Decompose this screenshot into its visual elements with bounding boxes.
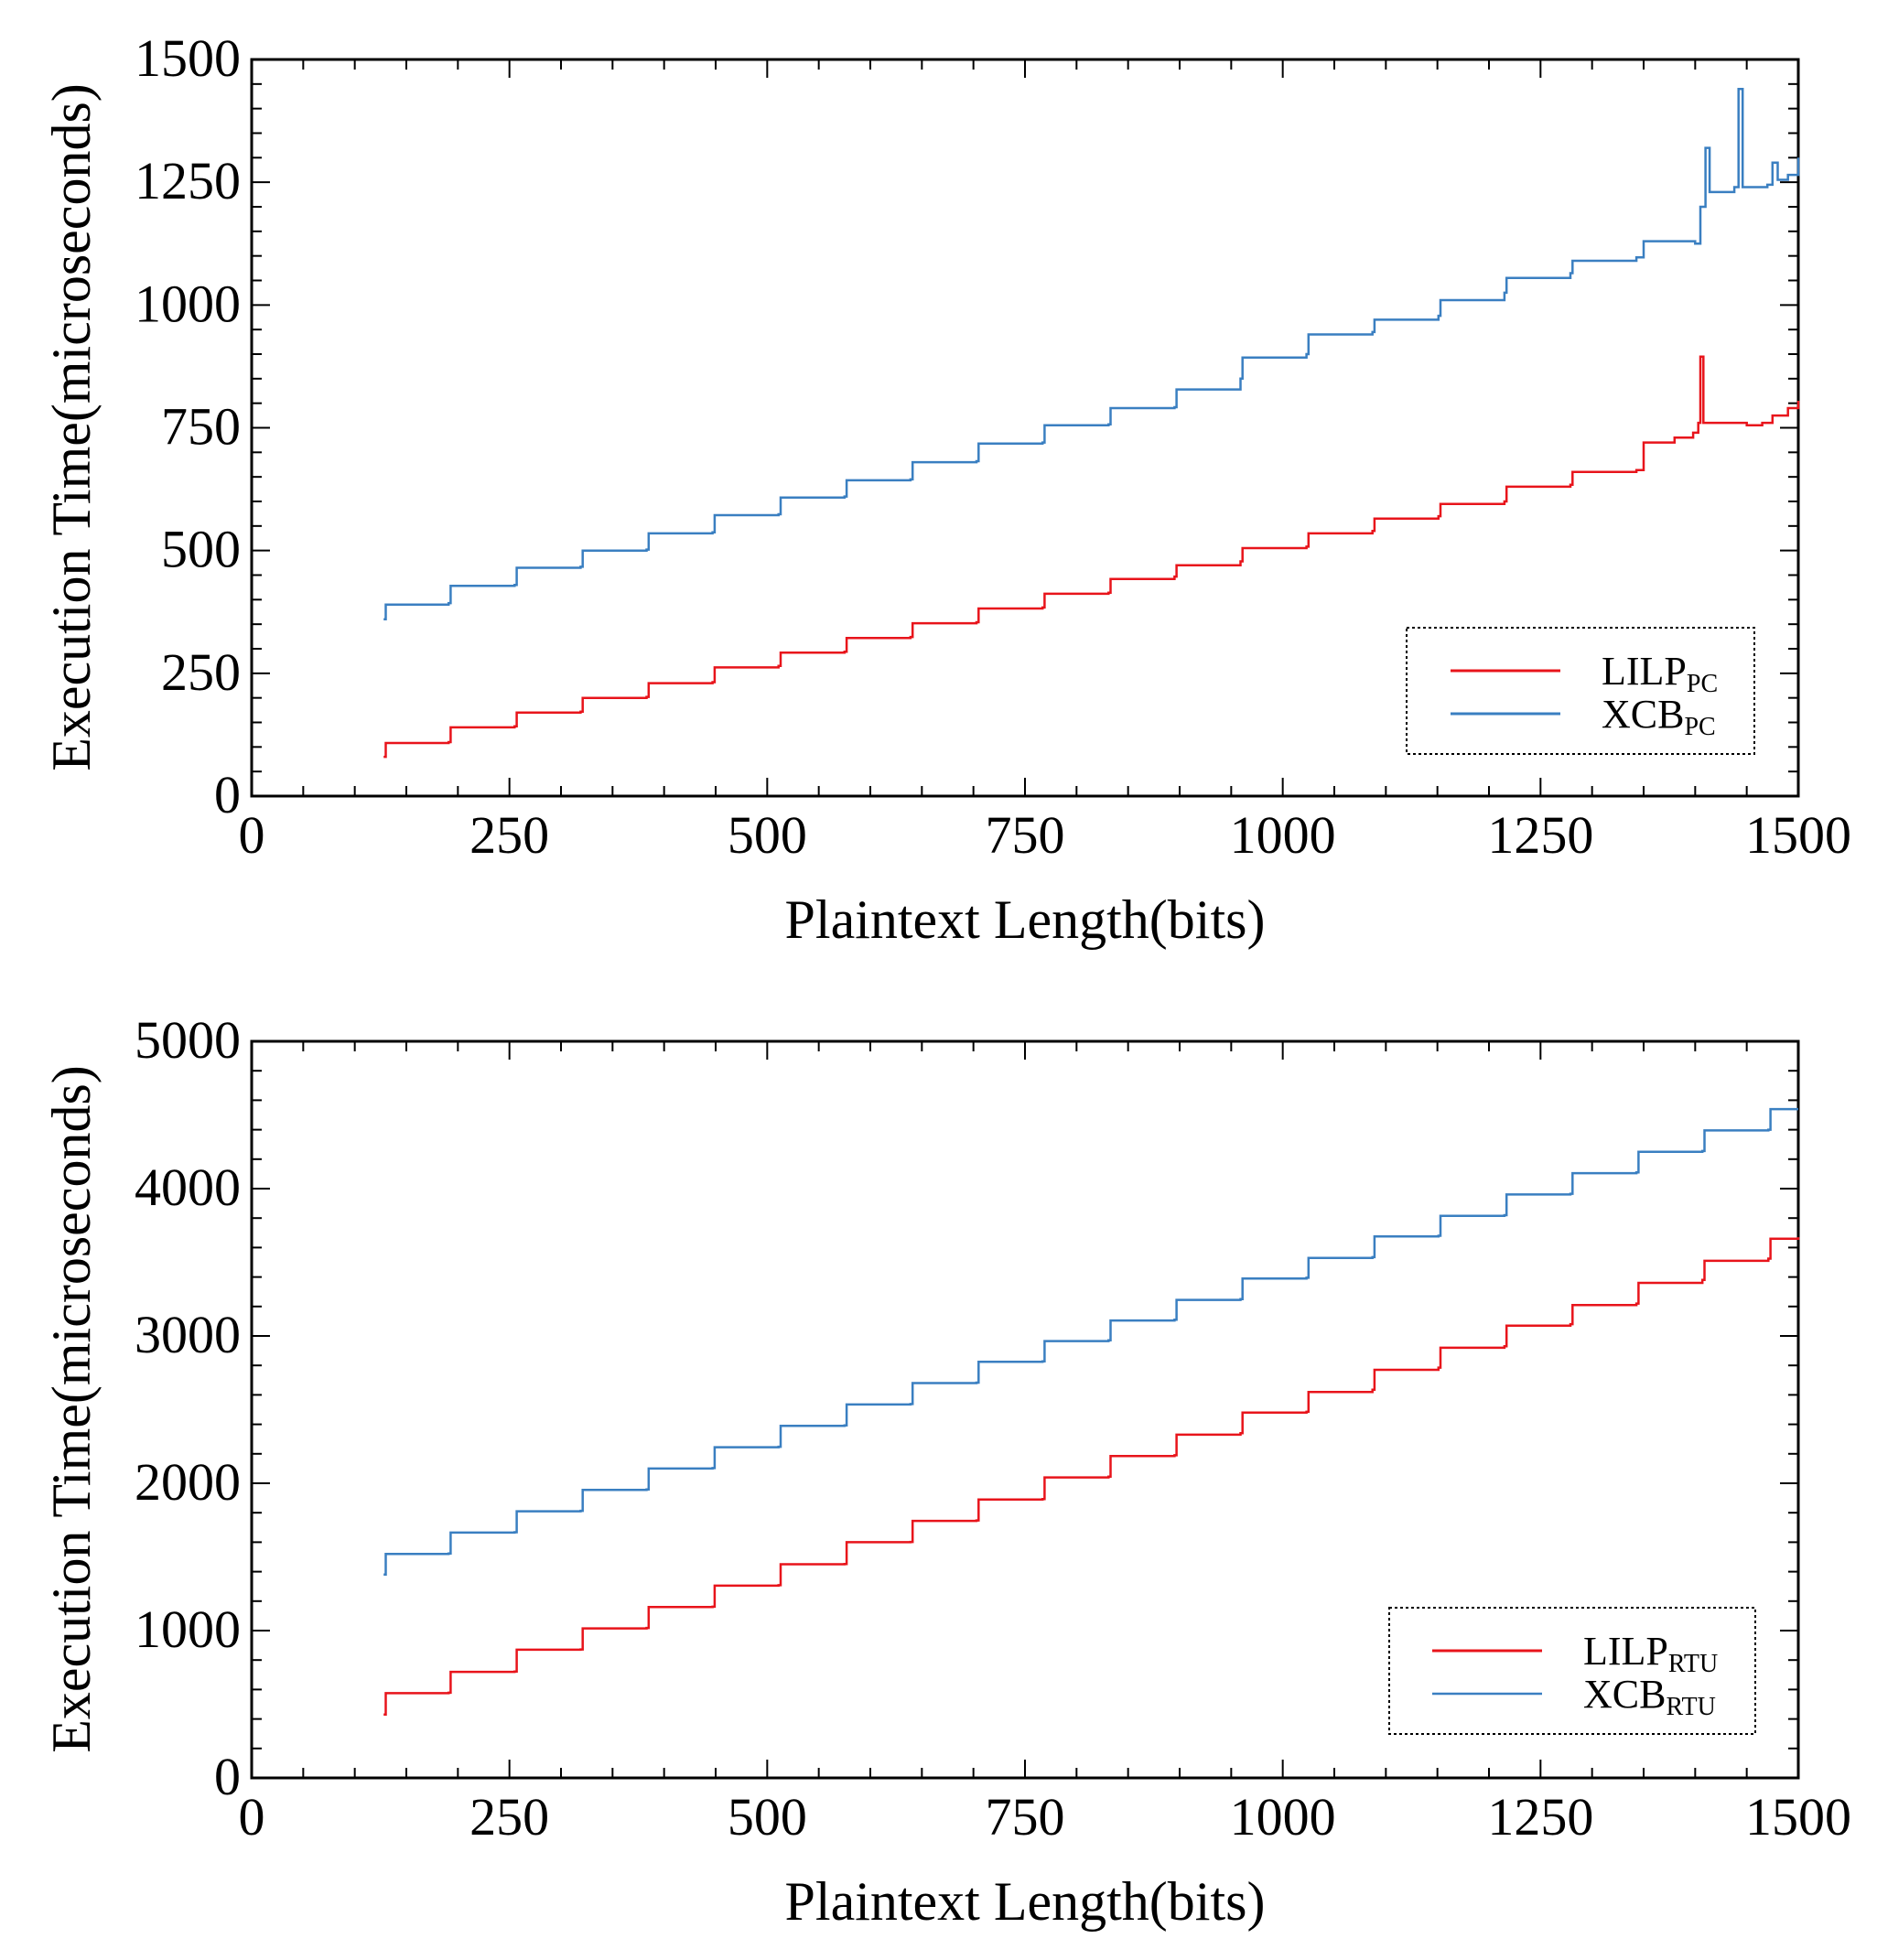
series-line-lilp-pc: [383, 355, 1800, 759]
y-tick-labels: 0 250 500 750 1000 1250 1500: [135, 28, 241, 824]
y-tick-labels: 0 1000 2000 3000 4000 5000: [135, 1010, 241, 1806]
y-tick-label: 2000: [135, 1452, 241, 1512]
x-axis-title: Plaintext Length(bits): [785, 1871, 1266, 1932]
legend-label-lilp-rtu: LILPRTU: [1583, 1629, 1718, 1678]
y-axis-title: Execution Time(microseconds): [41, 83, 102, 771]
y-tick-label: 750: [161, 397, 241, 457]
tick-marks: [251, 1040, 1799, 1779]
x-tick-label: 500: [728, 805, 807, 865]
x-tick-label: 0: [239, 1787, 265, 1847]
chart-top: 0 250 500 750 1000 1250 1500 0 250 500 750 1000 125…: [41, 28, 1851, 950]
y-tick-label: 4000: [135, 1158, 241, 1217]
series-lines: [383, 87, 1800, 759]
legend-label-lilp-pc: LILPPC: [1602, 649, 1718, 698]
x-tick-label: 0: [239, 805, 265, 865]
x-tick-label: 1500: [1745, 805, 1851, 865]
x-tick-label: 1000: [1230, 1787, 1336, 1847]
legend: LILPRTU XCBRTU: [1388, 1607, 1756, 1735]
series-lines: [383, 1107, 1800, 1717]
legend-label-xcb-pc: XCBPC: [1602, 692, 1716, 741]
legend-label-xcb-rtu: XCBRTU: [1583, 1672, 1716, 1721]
x-tick-label: 1250: [1487, 1787, 1593, 1847]
chart-bottom: 0 250 500 750 1000 1250 1500 0 1000 2000 3000 4000…: [41, 1010, 1851, 1932]
series-line-xcb-pc: [383, 87, 1800, 621]
x-tick-labels: 0 250 500 750 1000 1250 1500: [239, 805, 1852, 865]
y-tick-label: 1250: [135, 151, 241, 210]
series-line-xcb-rtu: [383, 1107, 1798, 1577]
y-tick-label: 1000: [135, 274, 241, 333]
y-tick-label: 3000: [135, 1305, 241, 1364]
y-tick-label: 0: [214, 1747, 241, 1806]
x-axis-title: Plaintext Length(bits): [785, 889, 1266, 950]
y-tick-label: 0: [214, 765, 241, 824]
y-tick-label: 250: [161, 642, 241, 702]
tick-marks: [251, 59, 1799, 797]
x-tick-labels: 0 250 500 750 1000 1250 1500: [239, 1787, 1852, 1847]
x-tick-label: 750: [986, 805, 1065, 865]
y-tick-label: 5000: [135, 1010, 241, 1070]
x-tick-label: 750: [986, 1787, 1065, 1847]
legend-box: [1388, 1607, 1756, 1735]
x-tick-label: 250: [469, 805, 549, 865]
x-tick-label: 500: [728, 1787, 807, 1847]
y-tick-label: 1000: [135, 1599, 241, 1659]
y-tick-label: 1500: [135, 28, 241, 88]
x-tick-label: 1250: [1487, 805, 1593, 865]
legend: LILPPC XCBPC: [1406, 627, 1755, 755]
x-tick-label: 250: [469, 1787, 549, 1847]
x-tick-label: 1000: [1230, 805, 1336, 865]
y-tick-label: 500: [161, 520, 241, 579]
y-axis-title: Execution Time(microseconds): [41, 1065, 102, 1753]
legend-box: [1406, 627, 1755, 755]
series-line-lilp-rtu: [383, 1237, 1800, 1717]
x-tick-label: 1500: [1745, 1787, 1851, 1847]
